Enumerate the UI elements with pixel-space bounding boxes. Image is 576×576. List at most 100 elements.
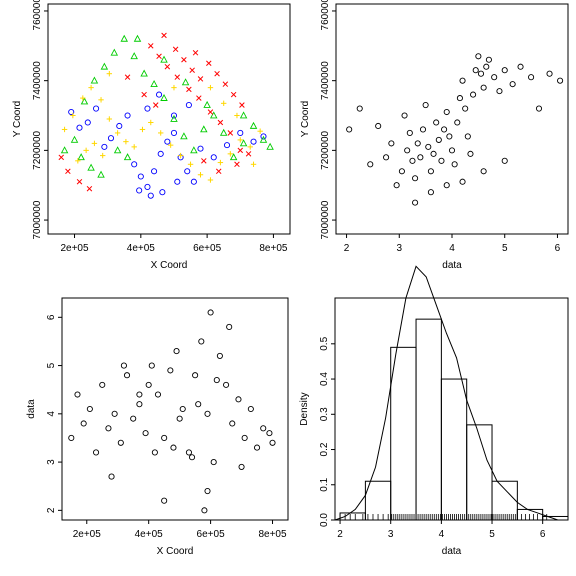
point-0-2-2 — [164, 63, 171, 70]
point-2-0-25 — [223, 381, 230, 388]
panel-2: 2e+05 4e+05 6e+05 8e+05 2 3 4 5 6 X Coord data — [26, 297, 289, 557]
point-0-2-17 — [217, 119, 224, 126]
point-2-0-37 — [207, 309, 214, 316]
x-tick-label-3-3: 5 — [489, 529, 495, 540]
point-1-0-15 — [419, 126, 427, 133]
point-1-0-18 — [427, 168, 434, 175]
point-0-0-4 — [101, 143, 108, 150]
point-0-2-3-b — [172, 46, 179, 53]
point-0-0-22 — [250, 138, 257, 145]
point-0-0-19 — [210, 154, 217, 161]
point-0-3-0 — [61, 126, 68, 133]
point-2-0-13 — [148, 362, 155, 369]
x-tick-label-0-2: 6e+05 — [193, 243, 222, 254]
point-2-0-36 — [204, 487, 211, 495]
y-tick-label-1-2: 7400000 — [320, 61, 331, 100]
point-0-2-20-b — [124, 74, 131, 80]
point-0-2-29-b — [245, 151, 252, 157]
point-0-0-20 — [223, 142, 231, 149]
point-0-0-6 — [116, 122, 123, 130]
point-0-1-19 — [249, 121, 258, 129]
point-0-2-27 — [215, 168, 222, 175]
point-0-3-11 — [158, 130, 164, 136]
point-1-0-26 — [448, 147, 456, 154]
point-2-0-9 — [123, 372, 131, 379]
point-0-1-8 — [140, 69, 148, 77]
point-0-0-0 — [68, 108, 75, 116]
point-0-0-25 — [156, 91, 163, 98]
point-0-3-12 — [167, 142, 174, 148]
point-0-3-31 — [250, 161, 257, 168]
point-0-2-24 — [76, 178, 83, 185]
point-0-3-7 — [123, 138, 129, 145]
point-1-0-54 — [480, 168, 487, 175]
point-0-2-18 — [227, 130, 234, 136]
point-0-2-13 — [174, 74, 181, 80]
point-0-0-11 — [151, 168, 158, 175]
point-1-0-39 — [483, 63, 490, 70]
point-0-2-7-b — [206, 60, 212, 66]
point-0-0-31 — [174, 178, 181, 185]
point-0-1-6 — [120, 34, 128, 42]
point-0-2-12-b — [161, 32, 167, 39]
point-0-0-5 — [107, 135, 115, 142]
point-0-2-27-b — [215, 168, 222, 175]
plot-frame-0 — [47, 3, 291, 235]
point-0-2-23 — [65, 168, 71, 175]
point-1-0-13 — [414, 140, 421, 147]
point-2-0-12 — [142, 430, 149, 437]
point-0-3-15 — [197, 172, 204, 178]
panel-0: 2e+05 4e+05 6e+05 8e+05 7000000 7200000 740000… — [12, 0, 291, 271]
point-0-3-18 — [227, 151, 234, 157]
point-0-2-19-b — [237, 147, 244, 154]
histogram-bar-5 — [466, 424, 493, 521]
point-0-0-9 — [137, 173, 144, 180]
x-tick-label-0-0: 2e+05 — [60, 243, 89, 254]
point-0-1-2 — [80, 97, 89, 105]
point-0-1-12 — [180, 132, 188, 140]
y-tick-label-3-4: 0.4 — [319, 372, 330, 386]
point-2-0-26 — [229, 420, 236, 427]
y-axis-title-3: Density — [299, 392, 310, 425]
point-2-0-40 — [136, 391, 143, 398]
point-1-0-30 — [459, 77, 466, 84]
point-0-2-8 — [214, 70, 220, 77]
x-tick-label-2-2: 6e+05 — [197, 529, 226, 540]
point-0-0-14 — [170, 129, 178, 136]
point-0-2-9 — [222, 81, 229, 87]
y-tick-label-0-2: 7400000 — [32, 61, 43, 100]
point-1-0-31 — [462, 105, 469, 112]
point-2-0-2 — [80, 420, 87, 427]
point-2-0-4 — [93, 449, 100, 456]
point-0-3-22 — [75, 158, 81, 164]
point-0-1-24 — [97, 170, 105, 178]
point-2-0-18 — [179, 405, 186, 413]
point-1-0-29 — [456, 95, 463, 102]
x-tick-label-3-0: 2 — [337, 529, 343, 540]
point-0-1-1 — [70, 135, 79, 143]
point-2-0-46 — [213, 376, 220, 384]
point-0-0-27 — [185, 102, 192, 109]
x-tick-label-0-1: 4e+05 — [127, 243, 156, 254]
y-tick-label-1-1: 7200000 — [320, 130, 331, 169]
x-tick-label-3-1: 3 — [388, 529, 394, 540]
point-0-2-22 — [58, 154, 65, 161]
point-1-0-6 — [393, 182, 400, 189]
point-0-0-30 — [159, 189, 166, 196]
point-0-2-28 — [234, 161, 240, 168]
point-2-0-44 — [226, 323, 233, 331]
point-0-3-20 — [247, 144, 253, 150]
point-1-0-36 — [475, 53, 482, 60]
point-1-0-50 — [412, 199, 419, 206]
point-0-2-19 — [237, 147, 244, 154]
point-0-3-13 — [177, 152, 184, 159]
point-1-0-9 — [404, 147, 411, 154]
point-1-0-46 — [528, 74, 535, 81]
point-1-0-45 — [517, 63, 524, 70]
point-1-0-55 — [501, 157, 508, 164]
point-1-0-0 — [346, 126, 353, 133]
point-0-2-31 — [192, 50, 199, 56]
point-2-0-45 — [238, 463, 245, 470]
point-1-0-27 — [451, 161, 458, 168]
point-0-0-13 — [164, 138, 171, 145]
